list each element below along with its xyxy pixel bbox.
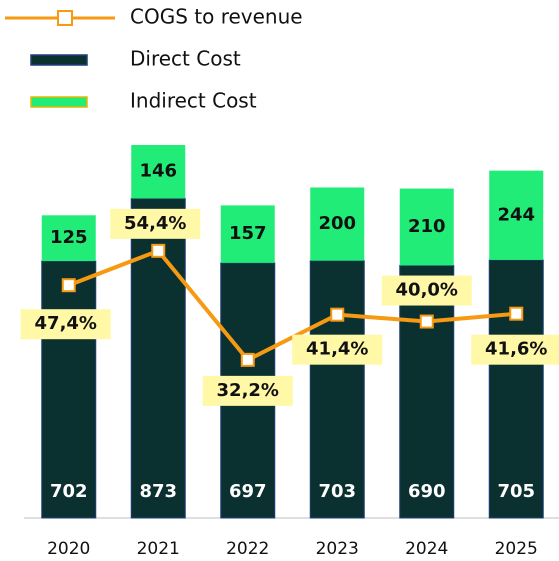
line-marker [419, 314, 434, 329]
line-label: 41,6% [485, 339, 547, 360]
bar [399, 264, 455, 519]
data-label: 702 [50, 481, 88, 502]
data-label: 705 [497, 481, 535, 502]
data-label: 200 [318, 213, 356, 234]
data-label: 873 [139, 481, 177, 502]
legend-swatch [30, 54, 88, 66]
line-marker [240, 352, 255, 367]
x-tick-label: 2023 [316, 539, 359, 559]
bar [489, 170, 544, 260]
line-marker [330, 307, 345, 322]
bar [309, 260, 365, 519]
x-tick-label: 2021 [137, 539, 180, 559]
legend-label: Direct Cost [130, 47, 241, 71]
legend-label: COGS to revenue [130, 5, 303, 29]
bar [41, 260, 97, 519]
data-label: 210 [408, 216, 446, 237]
line-marker [61, 278, 76, 293]
data-label: 157 [229, 223, 267, 244]
bar [310, 187, 365, 261]
x-tick-label: 2024 [405, 539, 448, 559]
label-box [471, 334, 559, 365]
label-box [110, 208, 201, 239]
line-label: 32,2% [217, 380, 279, 401]
data-label: 146 [139, 161, 177, 182]
line-marker [151, 243, 166, 258]
bar [220, 205, 275, 263]
x-tick-label: 2020 [47, 539, 90, 559]
label-box [202, 375, 293, 406]
legend-marker [57, 10, 73, 26]
legend-swatch [30, 96, 88, 108]
data-label: 697 [229, 481, 267, 502]
bar [399, 188, 454, 266]
x-tick-label: 2025 [495, 539, 538, 559]
label-box [381, 275, 472, 306]
line-label: 41,4% [306, 339, 368, 360]
line-label: 40,0% [396, 280, 458, 301]
bar [131, 145, 186, 199]
bar [488, 259, 544, 519]
data-label: 244 [497, 204, 535, 225]
line-marker [509, 306, 524, 321]
data-label: 703 [318, 481, 356, 502]
data-label: 125 [50, 227, 88, 248]
label-box [292, 334, 383, 365]
label-box [20, 309, 111, 340]
line-label: 54,4% [124, 213, 186, 234]
bar [41, 215, 96, 262]
x-tick-label: 2022 [226, 539, 269, 559]
legend-label: Indirect Cost [130, 89, 257, 113]
line-label: 47,4% [35, 313, 97, 334]
data-label: 690 [408, 481, 446, 502]
